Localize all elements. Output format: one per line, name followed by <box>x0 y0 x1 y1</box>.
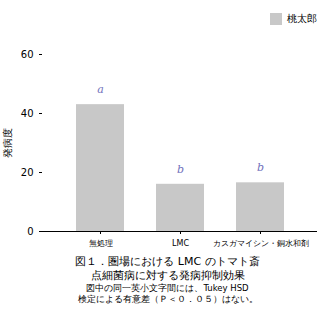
svg-text:60: 60 <box>21 49 34 60</box>
svg-text:無処理: 無処理 <box>89 239 113 248</box>
html-text:図中の同一英小文字間には、Tukey HSD: 図中の同一英小文字間には、Tukey HSD <box>86 283 249 293</box>
svg-text:カスガマイシン・銅水和剤: カスガマイシン・銅水和剤 <box>213 239 309 248</box>
svg-text:20: 20 <box>21 167 34 178</box>
svg-text:0: 0 <box>27 226 33 237</box>
svg-text:a: a <box>97 83 104 96</box>
svg-text:発病度: 発病度 <box>2 128 13 158</box>
svg-text:40: 40 <box>21 108 34 119</box>
svg-text:b: b <box>177 163 184 176</box>
html-text:図１．圏場における LMC のトマト斎: 図１．圏場における LMC のトマト斎 <box>75 255 260 268</box>
html-text:桃太郎: 桃太郎 <box>287 12 317 24</box>
svg-text:b: b <box>257 161 264 174</box>
svg-text:LMC: LMC <box>172 239 189 248</box>
html-text:点細菌病に対する発病抑制効果: 点細菌病に対する発病抑制効果 <box>90 269 245 282</box>
html-text:検定による有意差（Ｐ＜０．０５）はない。: 検定による有意差（Ｐ＜０．０５）はない。 <box>77 294 258 304</box>
